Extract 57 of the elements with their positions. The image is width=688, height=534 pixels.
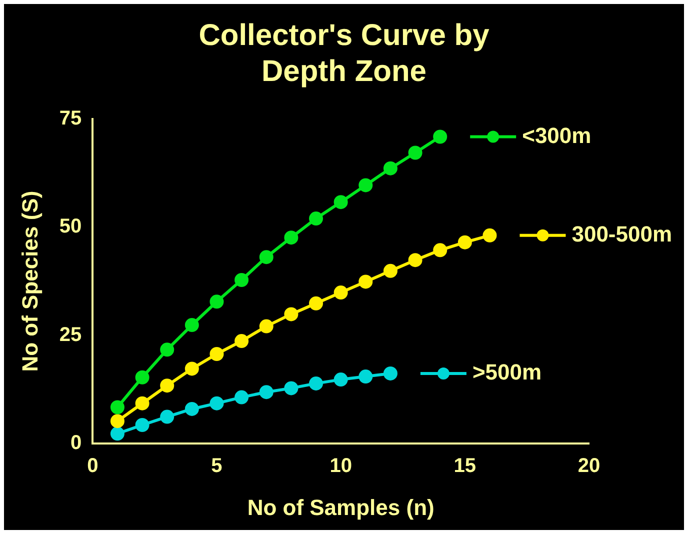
point [210,294,224,309]
point [160,410,174,424]
x-tick-label: 10 [330,455,352,478]
legend-label: >500m [472,360,542,385]
legend-label: <300m [522,122,592,148]
point [408,253,422,268]
x-tick-label: 15 [454,455,476,478]
point [110,426,124,441]
y-tick-label: 25 [59,324,82,346]
point [433,243,448,258]
point [408,146,422,160]
point [358,370,373,384]
y-tick-label: 0 [70,432,82,454]
y-axis-title: No of Species (S) [17,190,42,372]
chart-title: Collector's Curve by Depth Zone [198,18,490,90]
point [383,366,398,380]
y-tick-label: 50 [59,216,82,238]
x-tick-label: 5 [211,455,222,478]
x-tick-label: 0 [87,455,98,478]
point [334,286,348,300]
point [160,378,174,393]
point [284,230,298,245]
point [433,130,448,144]
point [383,161,398,176]
point [210,347,224,362]
point [160,342,174,357]
x-tick-label: 20 [578,455,600,478]
point [184,318,199,332]
point [383,264,398,278]
point [184,402,199,416]
point [259,319,274,334]
point [110,414,124,428]
point [135,396,150,410]
point [234,390,249,404]
point [358,274,373,289]
point [259,250,274,264]
point [284,381,298,396]
point [284,307,298,322]
point [210,396,224,410]
x-axis-title: No of Samples (n) [247,494,434,520]
legend-label: 300-500m [572,221,672,246]
point [334,195,348,210]
point [234,273,249,287]
point [184,362,199,376]
y-tick-label: 75 [59,108,82,130]
point [135,418,150,432]
point [309,212,324,226]
point [334,372,348,387]
point [309,376,324,390]
point [234,334,249,348]
point [309,296,324,310]
point [259,385,274,400]
point [358,178,373,192]
point [482,228,497,242]
point [135,370,150,384]
point [110,400,124,414]
point [458,235,472,250]
